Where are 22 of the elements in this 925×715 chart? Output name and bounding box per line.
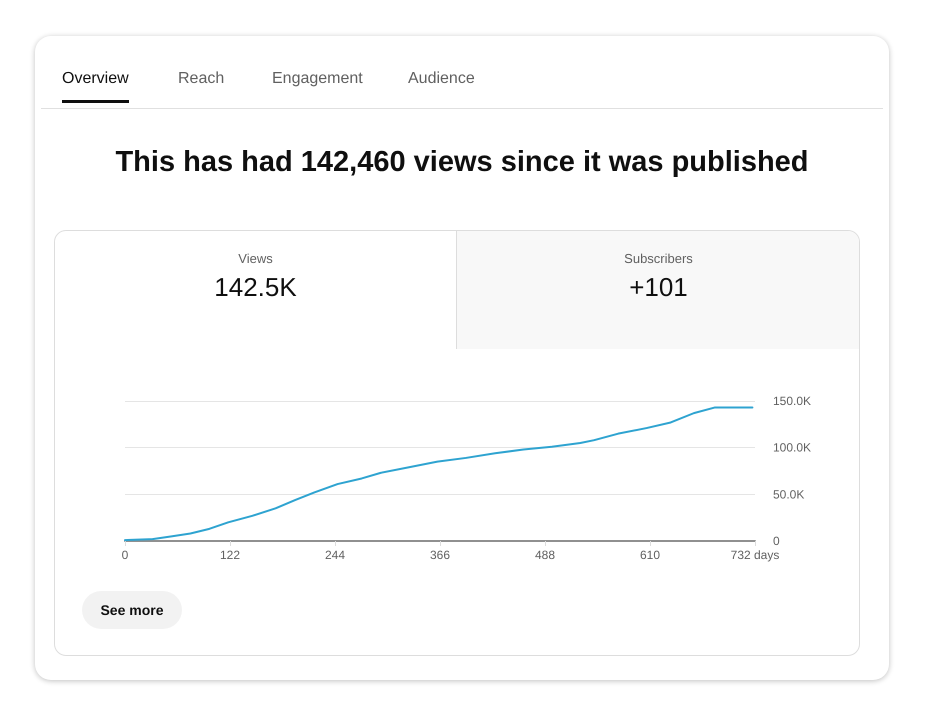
text: Engagement [272, 70, 363, 88]
text: Overview [62, 70, 129, 103]
text: 142.5K [213, 272, 298, 303]
text: Reach [178, 70, 224, 88]
text: Views [237, 251, 274, 266]
y-tick-label: 100.0K [773, 440, 812, 455]
y-tick-label: 0 [773, 534, 780, 548]
x-tick-label: 610 [640, 548, 660, 562]
y-tick-label: 50.0K [773, 487, 804, 502]
text: Audience [408, 70, 475, 88]
x-tick-label: 732 days [730, 548, 780, 562]
x-tick-label: 366 [430, 548, 450, 562]
x-tick-label: 244 [324, 548, 346, 562]
x-tick-label: 488 [534, 548, 556, 562]
text: +101 [628, 272, 689, 303]
x-tick-label: 122 [220, 548, 240, 562]
y-tick-label: 150.0K [773, 394, 812, 408]
chart-title: This has had 142,460 views since it was published [114, 146, 810, 179]
text: Subscribers [623, 251, 694, 266]
x-tick-label: 0 [122, 548, 129, 562]
see-more-button: See more [82, 591, 182, 629]
line-series [124, 406, 754, 542]
